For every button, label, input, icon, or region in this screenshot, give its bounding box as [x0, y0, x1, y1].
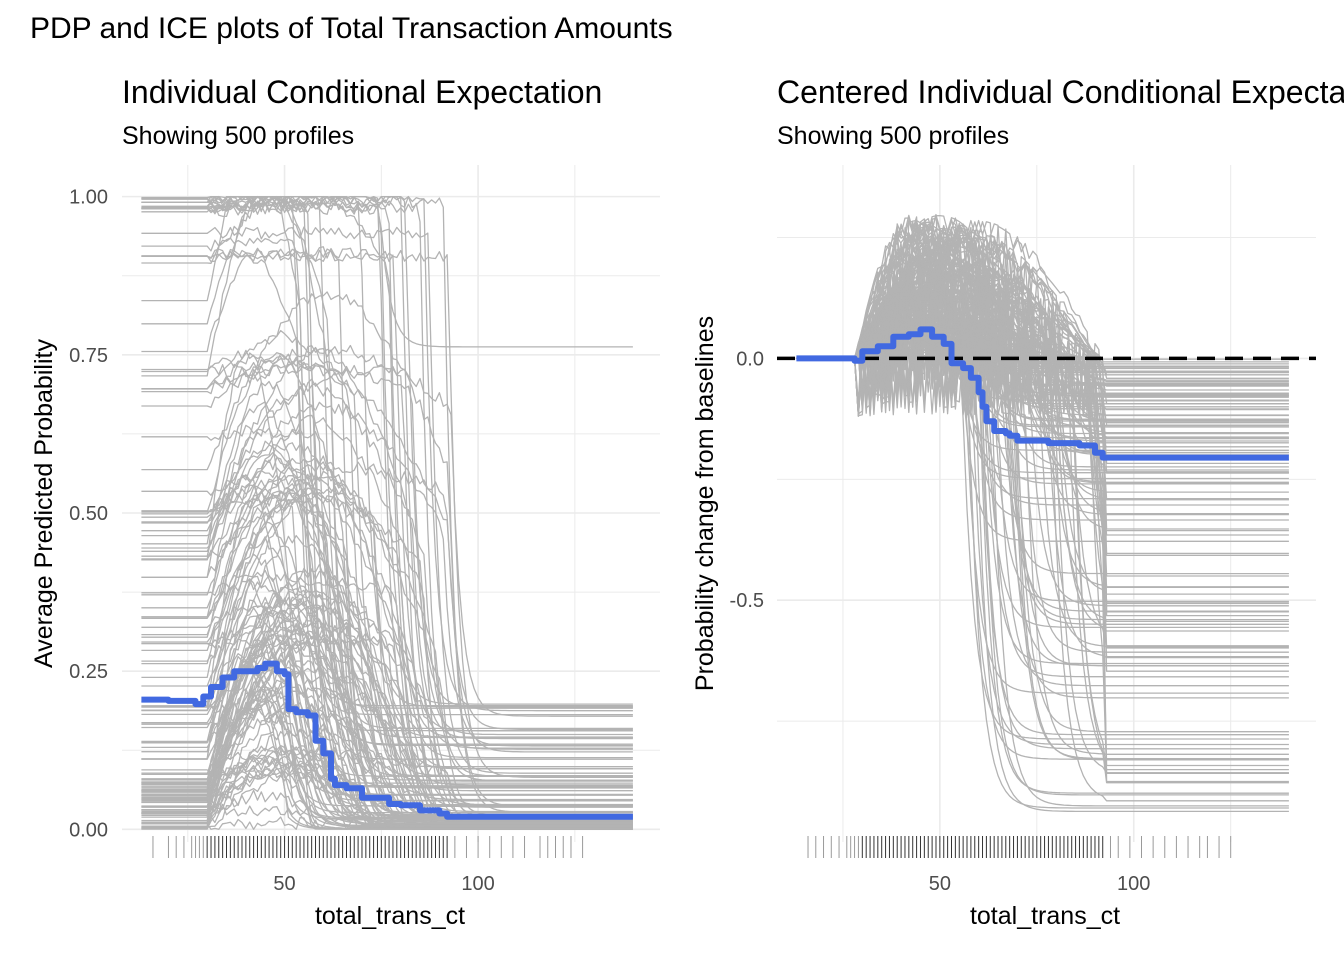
ice-profile: [796, 353, 1289, 629]
ice-profile: [141, 592, 633, 828]
ice-profile-lines: [141, 195, 633, 830]
ice-panel: Individual Conditional Expectation Showi…: [0, 60, 672, 960]
ice-profile: [141, 380, 633, 788]
ice-profile: [141, 329, 633, 777]
ice-profile: [141, 195, 633, 705]
ice-profile: [141, 353, 633, 768]
ice-profile: [141, 401, 633, 747]
ice-profile: [796, 266, 1289, 672]
x-tick-label: 50: [929, 873, 951, 895]
ice-profile: [141, 200, 633, 708]
ice-profile: [141, 664, 633, 830]
ice-profile: [141, 362, 633, 736]
ice-profile: [141, 614, 633, 801]
ice-profile: [796, 214, 1289, 398]
ice-profile: [141, 246, 633, 732]
x-tick-label: 100: [461, 873, 494, 895]
ice-profile: [141, 490, 633, 789]
ice-profile: [141, 375, 633, 753]
ice-chart-svg: 50 100 0.00 0.25 0.50 0.75 1.00 total_trans_ct A…: [30, 165, 660, 930]
ice-profile: [141, 573, 633, 786]
ice-profile: [141, 654, 633, 826]
ice-profile: [141, 197, 633, 348]
cice-chart-title: Centered Individual Conditional Expectat…: [777, 74, 1344, 110]
y-tick-label: 1.00: [69, 187, 108, 209]
main-title: PDP and ICE plots of Total Transaction A…: [30, 12, 673, 45]
ice-profile: [141, 195, 633, 770]
y-axis-label: Average Predicted Probability: [30, 339, 58, 668]
y-tick-label: 0.50: [69, 503, 108, 525]
y-axis-label: Probability change from baselines: [691, 316, 719, 691]
ice-profile: [141, 488, 633, 782]
ice-profile: [141, 487, 633, 813]
ice-profile: [796, 230, 1289, 483]
rug-marks: [807, 836, 1232, 858]
x-tick-label: 50: [273, 873, 295, 895]
ice-profile: [796, 241, 1289, 542]
x-tick-label: 100: [1117, 873, 1150, 895]
ice-profile: [141, 226, 633, 774]
ice-profile: [141, 456, 633, 823]
ice-profile: [796, 240, 1289, 607]
ice-chart-subtitle: Showing 500 profiles: [122, 122, 355, 150]
x-axis-label: total_trans_ct: [970, 902, 1120, 930]
y-tick-label: 0.75: [69, 345, 108, 367]
ice-profile: [141, 688, 633, 829]
cice-panel: Centered Individual Conditional Expectat…: [672, 60, 1344, 960]
ice-profile: [796, 316, 1289, 448]
grid-lines: [777, 165, 1316, 842]
ice-profile: [141, 349, 633, 784]
ice-profile: [141, 200, 633, 739]
pdp-line: [141, 660, 633, 820]
pdp-line: [796, 326, 1289, 461]
ice-profile: [796, 214, 1289, 809]
y-tick-label: 0.0: [736, 348, 764, 370]
ice-profile: [141, 195, 633, 749]
ice-chart-title: Individual Conditional Expectation: [122, 74, 603, 110]
ice-profile: [141, 701, 633, 796]
ice-profile: [796, 233, 1289, 605]
ice-profile: [796, 288, 1289, 409]
cice-chart-svg: 50 100 0.0 -0.5 total_trans_ct Probability ch…: [691, 165, 1316, 930]
ice-profile: [796, 263, 1289, 402]
ice-profile: [141, 382, 633, 740]
ice-profile: [141, 344, 633, 717]
y-tick-label: 0.25: [69, 661, 108, 683]
cice-chart-subtitle: Showing 500 profiles: [777, 122, 1010, 150]
ice-profile: [141, 474, 633, 814]
x-axis-label: total_trans_ct: [315, 902, 465, 930]
ice-profile: [141, 195, 633, 781]
ice-profile-lines: [796, 213, 1289, 813]
y-tick-label: -0.5: [730, 590, 764, 612]
y-tick-label: 0.00: [69, 819, 108, 841]
rug-marks: [152, 836, 584, 858]
ice-profile: [796, 321, 1289, 402]
ice-profile: [141, 744, 633, 829]
